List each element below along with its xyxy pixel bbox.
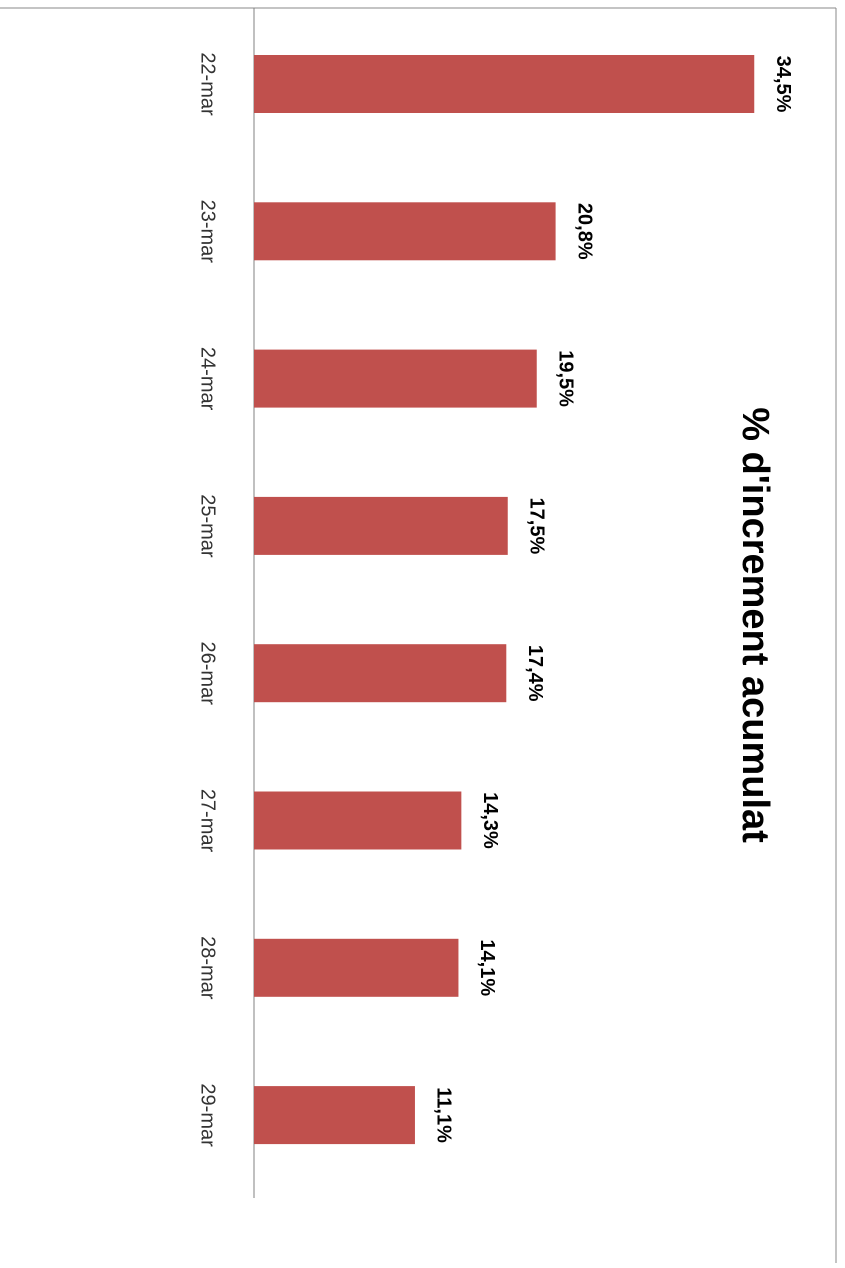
category-label-22-mar: 22-mar — [197, 52, 219, 116]
bar-28-mar — [254, 938, 459, 997]
value-labels-layer: 34,5% 20,8% 19,5% 17,5% 17,4% 14,3% 14,1% 11,1% — [433, 56, 794, 1143]
chart-title: % d'increment acumulat — [734, 407, 776, 843]
category-label-26-mar: 26-mar — [197, 642, 219, 706]
bar-22-mar — [254, 55, 755, 113]
bar-29-mar — [254, 1086, 415, 1145]
category-label-23-mar: 23-mar — [197, 200, 219, 264]
value-label-26-mar: 17,4% — [524, 645, 546, 702]
value-label-29-mar: 11,1% — [433, 1087, 455, 1143]
value-label-22-mar: 34,5% — [772, 56, 794, 113]
bar-24-mar — [254, 349, 537, 408]
bar-25-mar — [254, 496, 508, 555]
bar-27-mar — [254, 791, 462, 850]
category-label-24-mar: 24-mar — [197, 347, 219, 411]
category-label-29-mar: 29-mar — [197, 1083, 219, 1147]
bars-layer — [254, 55, 755, 1145]
bar-26-mar — [254, 644, 507, 703]
category-label-25-mar: 25-mar — [197, 494, 219, 558]
category-label-28-mar: 28-mar — [197, 936, 219, 1000]
value-label-23-mar: 20,8% — [573, 203, 595, 260]
category-labels-layer: 22-mar 23-mar 24-mar 25-mar 26-mar 27-mar 28-m… — [197, 52, 219, 1147]
value-label-24-mar: 19,5% — [554, 350, 576, 407]
bar-23-mar — [254, 202, 556, 261]
value-label-28-mar: 14,1% — [476, 939, 498, 996]
category-label-27-mar: 27-mar — [197, 789, 219, 853]
value-label-25-mar: 17,5% — [525, 498, 547, 555]
value-label-27-mar: 14,3% — [479, 792, 501, 849]
